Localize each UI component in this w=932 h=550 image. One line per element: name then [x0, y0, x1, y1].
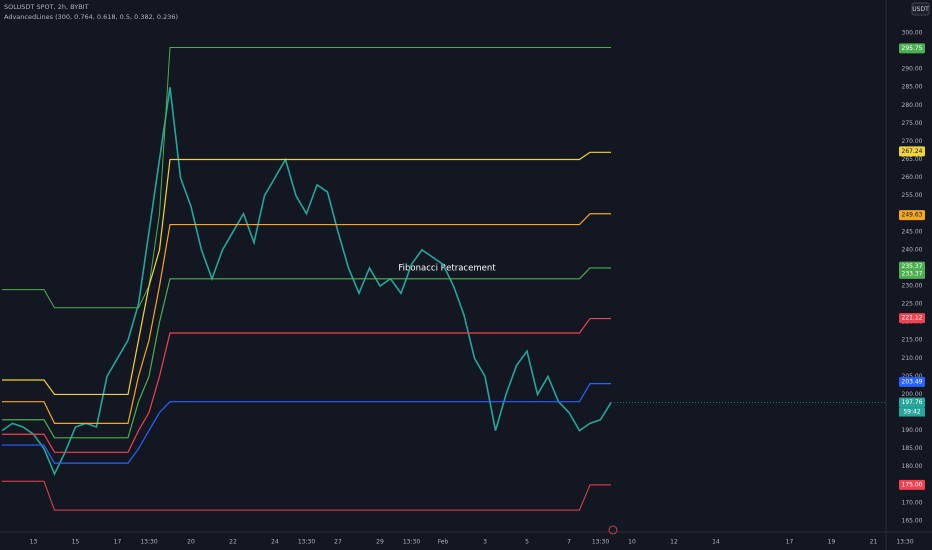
price-tag-label: 235.37: [902, 263, 923, 270]
price-tag: [899, 313, 925, 324]
level-line: [2, 267, 611, 439]
x-tick-label: Feb: [438, 539, 449, 546]
level-line: [2, 151, 611, 396]
y-tick-label: 165.00: [902, 517, 923, 524]
y-tick-label: 280.00: [902, 102, 923, 109]
x-tick-label: 13:30: [403, 539, 420, 546]
price-tag: [899, 479, 925, 490]
chart-title: SOLUSDT SPOT, 2h, BYBIT: [4, 3, 89, 11]
x-tick-label: 13: [30, 539, 38, 546]
x-tick-label: 20: [187, 539, 195, 546]
price-tag-label: 249.63: [902, 212, 923, 219]
y-tick-label: 260.00: [902, 174, 923, 181]
x-tick-label: 12: [670, 539, 678, 546]
x-tick-label: 27: [334, 539, 342, 546]
x-tick-label: 13:30: [140, 539, 157, 546]
price-tag-label: 197.76: [902, 399, 923, 406]
x-tick-label: 15: [72, 539, 80, 546]
event-icon[interactable]: [608, 525, 618, 535]
x-tick-label: 19: [828, 539, 836, 546]
x-tick-label: 3: [483, 539, 487, 546]
currency-box[interactable]: [911, 2, 930, 16]
price-tag-label: 175.00: [902, 481, 923, 488]
countdown-box: [899, 407, 925, 417]
annotation: Fibonacci Retracement: [398, 264, 496, 274]
x-tick-label: 13:30: [298, 539, 315, 546]
x-tick-label: 13:30: [896, 539, 913, 546]
y-tick-label: 275.00: [902, 120, 923, 127]
y-tick-label: 230.00: [902, 283, 923, 290]
level-line: [2, 480, 611, 511]
y-tick-label: 170.00: [902, 499, 923, 506]
price-tag: [899, 210, 925, 221]
x-tick-label: 7: [567, 539, 571, 546]
price-tag: [899, 268, 925, 279]
price-tag: [899, 376, 925, 387]
level-line: [2, 46, 611, 309]
price-tag-label: 233.37: [902, 270, 923, 277]
price-tag: [899, 146, 925, 157]
x-tick-label: 5: [525, 539, 529, 546]
price-tag: [899, 43, 925, 54]
y-tick-label: 270.00: [902, 138, 923, 145]
y-tick-label: 300.00: [902, 30, 923, 37]
price-tag: [899, 397, 925, 408]
y-tick-label: 200.00: [902, 391, 923, 398]
y-tick-label: 225.00: [902, 301, 923, 308]
y-tick-label: 285.00: [902, 84, 923, 91]
y-tick-label: 205.00: [902, 373, 923, 380]
x-tick-label: 22: [229, 539, 237, 546]
price-tag-label: 203.49: [902, 378, 923, 385]
price-tag-label: 221.12: [902, 315, 923, 322]
x-tick-label: 21: [870, 539, 878, 546]
level-line: [2, 317, 611, 453]
y-tick-label: 215.00: [902, 337, 923, 344]
level-line: [2, 383, 611, 464]
x-tick-label: 10: [628, 539, 636, 546]
price-tag-label: 267.24: [902, 148, 923, 155]
y-tick-label: 245.00: [902, 228, 923, 235]
y-tick-label: 185.00: [902, 445, 923, 452]
price-tag-label: 295.75: [902, 45, 923, 52]
y-tick-label: 290.00: [902, 66, 923, 73]
x-tick-label: 17: [786, 539, 794, 546]
y-tick-label: 265.00: [902, 156, 923, 163]
x-tick-label: 13:30: [592, 539, 609, 546]
indicator-label: AdvancedLines (300, 0.764, 0.618, 0.5, 0…: [4, 13, 178, 21]
y-tick-label: 240.00: [902, 246, 923, 253]
x-tick-label: 17: [114, 539, 122, 546]
x-tick-label: 24: [271, 539, 279, 546]
level-line: [2, 213, 611, 424]
y-tick-label: 255.00: [902, 192, 923, 199]
y-tick-label: 210.00: [902, 355, 923, 362]
currency[interactable]: USDT: [912, 6, 929, 13]
y-tick-label: 190.00: [902, 427, 923, 434]
x-tick-label: 14: [712, 539, 720, 546]
y-tick-label: 180.00: [902, 463, 923, 470]
price-line: [1, 87, 612, 476]
countdown: 59:42: [903, 409, 920, 416]
x-tick-label: 29: [376, 539, 384, 546]
